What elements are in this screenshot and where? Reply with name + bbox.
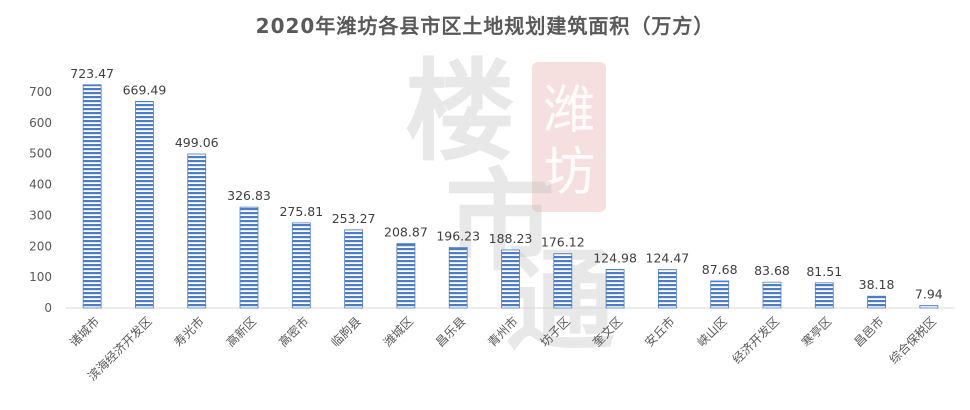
x-tick-label: 昌邑市 (851, 314, 887, 350)
data-label: 38.18 (859, 277, 895, 292)
data-label: 275.81 (279, 204, 323, 219)
chart-title: 2020年潍坊各县市区土地规划建筑面积（万方） (255, 14, 715, 38)
data-label: 196.23 (436, 228, 480, 243)
data-label: 499.06 (175, 135, 219, 150)
bar (187, 153, 207, 309)
bar (344, 229, 364, 309)
x-tick-label: 综合保税区 (886, 314, 939, 367)
bar (919, 305, 939, 309)
data-label: 723.47 (70, 66, 114, 81)
bar (867, 295, 886, 309)
bar (239, 206, 259, 309)
bar (605, 269, 625, 309)
x-tick-label: 安丘市 (641, 314, 677, 350)
watermark-calligraphy-char: 楼 (405, 47, 515, 176)
y-tick-label: 300 (29, 208, 52, 222)
x-tick-label: 高新区 (223, 314, 259, 350)
data-label: 83.68 (754, 263, 790, 278)
data-label: 81.51 (806, 264, 842, 279)
data-label: 188.23 (489, 231, 533, 246)
y-tick-label: 700 (29, 85, 52, 99)
bar (814, 282, 834, 309)
bar (291, 222, 311, 309)
watermark-seal (532, 62, 606, 212)
bar (82, 84, 102, 309)
data-label: 87.68 (702, 262, 738, 277)
data-label: 253.27 (332, 211, 376, 226)
data-label: 326.83 (227, 188, 271, 203)
bar (396, 243, 416, 309)
x-tick-label: 临朐县 (328, 314, 364, 350)
y-tick-label: 0 (44, 301, 52, 315)
x-tick-label: 昌乐县 (433, 314, 468, 349)
watermark-seal-char: 坊 (543, 143, 595, 203)
y-tick-label: 100 (29, 270, 52, 284)
x-tick-label: 潍城区 (381, 314, 416, 349)
x-tick-label: 寿光市 (171, 314, 207, 350)
data-label: 124.47 (646, 251, 690, 266)
data-label: 208.87 (384, 225, 428, 240)
y-tick-label: 400 (29, 178, 52, 192)
x-tick-label: 诸城市 (66, 314, 102, 350)
bar (710, 280, 730, 309)
data-label: 176.12 (541, 235, 585, 250)
x-tick-label: 寒亭区 (798, 314, 834, 350)
bar (501, 249, 520, 309)
y-tick-label: 200 (29, 239, 52, 253)
bar (553, 253, 573, 309)
bar (135, 101, 154, 309)
watermark-seal-char: 潍 (543, 81, 595, 141)
x-tick-label: 经济开发区 (729, 314, 782, 367)
x-tick-label: 峡山区 (694, 314, 729, 349)
bar (762, 281, 782, 309)
bars (82, 84, 939, 309)
watermark: 潍坊楼市通 (405, 47, 615, 366)
data-label: 7.94 (915, 287, 943, 302)
x-tick-label: 高密市 (275, 314, 311, 350)
y-tick-label: 600 (29, 116, 52, 130)
y-tick-label: 500 (29, 147, 52, 161)
data-label: 669.49 (123, 82, 167, 97)
bar (657, 269, 677, 309)
data-label: 124.98 (593, 250, 637, 265)
bar (448, 247, 468, 309)
